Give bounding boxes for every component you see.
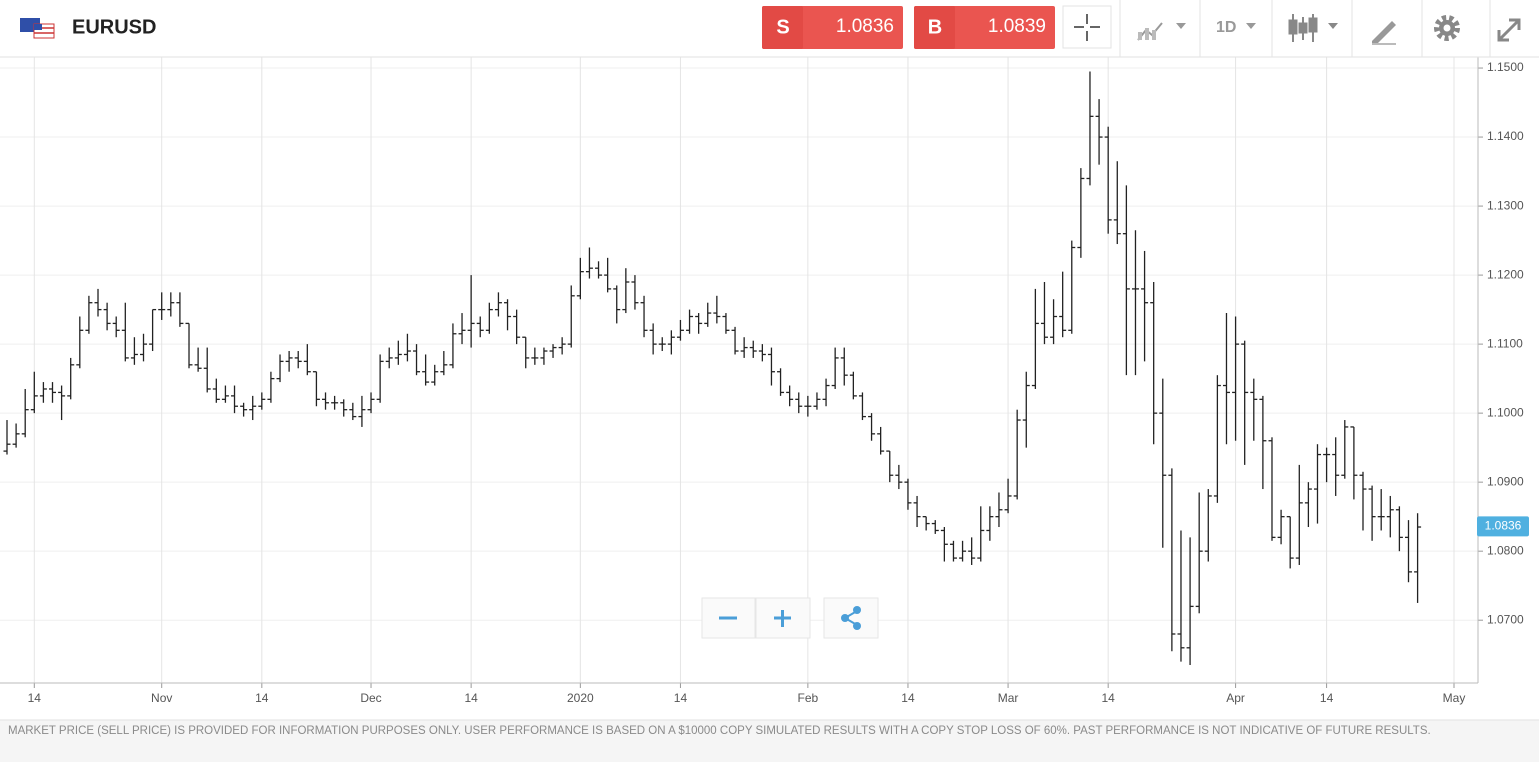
y-tick-label: 1.0700 bbox=[1487, 612, 1524, 626]
y-tick-label: 1.1400 bbox=[1487, 129, 1524, 143]
chart-type-button[interactable] bbox=[1137, 22, 1186, 41]
draw-button[interactable] bbox=[1372, 21, 1396, 45]
y-tick-label: 1.0900 bbox=[1487, 474, 1524, 488]
disclaimer: MARKET PRICE (SELL PRICE) IS PROVIDED FO… bbox=[8, 725, 1431, 737]
x-tick-label: 14 bbox=[255, 691, 269, 705]
x-tick-label: Mar bbox=[998, 691, 1019, 705]
x-tick-label: Dec bbox=[360, 691, 381, 705]
buy-button[interactable]: B 1.0839 bbox=[914, 6, 1055, 49]
y-tick-label: 1.0800 bbox=[1487, 543, 1524, 557]
share-button[interactable] bbox=[823, 597, 879, 639]
current-price-box bbox=[1477, 516, 1529, 537]
x-tick-label: 14 bbox=[674, 691, 688, 705]
fullscreen-button[interactable] bbox=[1497, 18, 1521, 42]
x-tick-label: 14 bbox=[464, 691, 478, 705]
x-tick-label: Nov bbox=[151, 691, 172, 705]
current-price-label: 1.0836 bbox=[1485, 518, 1522, 532]
plot-area: 1.0700 1.0800 1.0900 1.1000 1.1100 1.1200 1.13… bbox=[0, 57, 1529, 705]
zoom-out-button[interactable] bbox=[701, 597, 756, 639]
sell-price: 1.0836 bbox=[836, 16, 894, 37]
buy-label: B bbox=[928, 16, 942, 38]
candle-button[interactable] bbox=[1288, 14, 1338, 42]
flag-icon bbox=[20, 18, 55, 39]
symbol: EURUSD bbox=[72, 16, 156, 38]
footer-bar bbox=[0, 720, 1539, 762]
timeframe: 1D bbox=[1216, 19, 1236, 36]
crosshair-button[interactable] bbox=[1062, 5, 1112, 49]
x-tick-label: 14 bbox=[1101, 691, 1115, 705]
x-tick-label: 14 bbox=[28, 691, 42, 705]
x-tick-label: 14 bbox=[1320, 691, 1334, 705]
x-tick-label: Apr bbox=[1226, 691, 1245, 705]
y-tick-label: 1.1000 bbox=[1487, 405, 1524, 419]
sell-label: S bbox=[776, 16, 789, 38]
y-tick-label: 1.1200 bbox=[1487, 267, 1524, 281]
sell-button[interactable]: S 1.0836 bbox=[762, 6, 903, 49]
y-tick-label: 1.1100 bbox=[1487, 336, 1523, 350]
settings-button[interactable] bbox=[1434, 15, 1460, 41]
x-tick-label: Feb bbox=[798, 691, 819, 705]
y-tick-label: 1.1300 bbox=[1487, 198, 1524, 212]
timeframe-button[interactable]: 1D bbox=[1216, 19, 1256, 36]
x-tick-label: 2020 bbox=[567, 691, 594, 705]
x-tick-label: 14 bbox=[901, 691, 915, 705]
zoom-in-button[interactable] bbox=[755, 597, 811, 639]
y-tick-label: 1.1500 bbox=[1487, 60, 1524, 74]
x-tick-label: May bbox=[1443, 691, 1466, 705]
buy-price: 1.0839 bbox=[988, 16, 1046, 37]
toolbar-separators bbox=[1119, 0, 1491, 57]
